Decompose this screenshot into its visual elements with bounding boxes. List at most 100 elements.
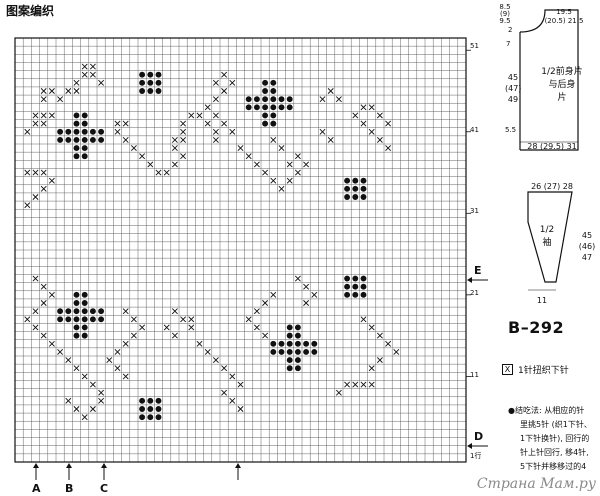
x-stitch — [327, 136, 334, 143]
x-stitch — [294, 275, 301, 282]
x-stitch — [130, 145, 137, 152]
dot-stitch — [360, 291, 367, 298]
x-stitch — [253, 324, 260, 331]
dot-stitch — [294, 340, 301, 347]
dot-stitch — [303, 340, 310, 347]
dot-stitch — [81, 136, 88, 143]
x-stitch — [180, 120, 187, 127]
note-line: ●结吃法: 从相应的针 — [508, 406, 585, 415]
x-stitch — [204, 120, 211, 127]
x-stitch — [65, 88, 72, 94]
x-stitch — [81, 373, 88, 380]
dot-stitch — [245, 104, 252, 111]
dot-stitch — [147, 406, 154, 412]
x-stitch — [376, 357, 383, 364]
x-stitch — [393, 348, 400, 355]
x-stitch — [262, 332, 269, 339]
dot-stitch — [81, 153, 88, 160]
x-stitch — [237, 145, 244, 152]
x-stitch — [73, 79, 80, 86]
dot-stitch — [89, 128, 96, 135]
x-stitch — [180, 153, 187, 160]
body-hem: 5.5 — [505, 126, 517, 134]
dot-stitch — [57, 136, 64, 143]
x-stitch — [360, 316, 367, 323]
dot-stitch — [270, 348, 277, 355]
x-stitch — [98, 389, 105, 396]
x-stitch — [385, 145, 392, 152]
note-line: 里挑5针 (织1下针、 — [520, 420, 592, 429]
x-stitch — [40, 96, 47, 103]
dot-stitch — [262, 79, 269, 86]
x-stitch — [89, 406, 96, 412]
x-stitch — [114, 128, 121, 135]
x-stitch — [368, 324, 375, 331]
row-label-41: 41 — [470, 126, 479, 134]
x-stitch — [24, 316, 31, 323]
x-stitch — [221, 389, 228, 396]
x-stitch — [73, 365, 80, 372]
x-stitch — [253, 161, 260, 168]
row-label-51: 51 — [470, 42, 479, 50]
dot-stitch — [270, 340, 277, 347]
marker-b: B — [65, 482, 74, 495]
dot-stitch — [73, 324, 80, 331]
x-stitch — [212, 357, 219, 364]
x-stitch — [32, 324, 39, 331]
dot-stitch — [73, 332, 80, 339]
dot-stitch — [147, 414, 154, 421]
x-stitch — [81, 71, 88, 78]
note-line: 5下针并移移过的4 — [520, 462, 587, 471]
x-stitch — [212, 79, 219, 86]
sleeve-piece-label: 1/2 袖 — [539, 225, 555, 248]
dot-stitch — [286, 357, 293, 364]
x-stitch — [32, 120, 39, 127]
body-side-2: 2 — [508, 26, 513, 34]
x-stitch — [188, 316, 195, 323]
x-stitch — [229, 397, 236, 404]
x-stitch — [270, 177, 277, 184]
x-stitch — [204, 104, 211, 111]
dot-stitch — [65, 316, 72, 323]
dot-stitch — [311, 348, 318, 355]
dot-stitch — [57, 128, 64, 135]
dot-stitch — [344, 283, 351, 290]
dot-stitch — [294, 332, 301, 339]
body-piece-label: 1/2前身片 与后身 片 — [541, 67, 583, 103]
dot-stitch — [139, 71, 146, 78]
x-stitch — [204, 348, 211, 355]
dot-stitch — [262, 88, 269, 94]
x-stitch — [262, 300, 269, 306]
x-stitch — [122, 308, 129, 315]
x-stitch — [163, 169, 170, 176]
dot-stitch — [286, 104, 293, 111]
dot-stitch — [89, 136, 96, 143]
dot-stitch — [294, 348, 301, 355]
dot-stitch — [286, 96, 293, 103]
dot-stitch — [81, 316, 88, 323]
dot-stitch — [155, 71, 162, 78]
row-label-11: 11 — [470, 371, 479, 379]
x-stitch — [344, 381, 351, 388]
row-label-1: 1行 — [470, 452, 482, 460]
x-stitch — [360, 120, 367, 127]
note-line: 1下针换针), 回行的 — [520, 434, 590, 443]
x-stitch — [278, 145, 285, 152]
marker-e: E — [474, 264, 482, 277]
x-stitch — [376, 136, 383, 143]
dot-stitch — [139, 414, 146, 421]
dot-stitch — [352, 291, 359, 298]
x-stitch — [130, 316, 137, 323]
x-stitch — [294, 153, 301, 160]
x-stitch — [48, 291, 55, 298]
x-stitch — [180, 136, 187, 143]
x-stitch — [122, 340, 129, 347]
x-stitch — [40, 112, 47, 119]
x-stitch — [48, 177, 55, 184]
dot-stitch — [98, 316, 105, 323]
x-stitch — [32, 112, 39, 119]
dot-stitch — [81, 112, 88, 119]
x-stitch — [32, 275, 39, 282]
x-stitch — [360, 104, 367, 111]
dot-stitch — [344, 177, 351, 184]
